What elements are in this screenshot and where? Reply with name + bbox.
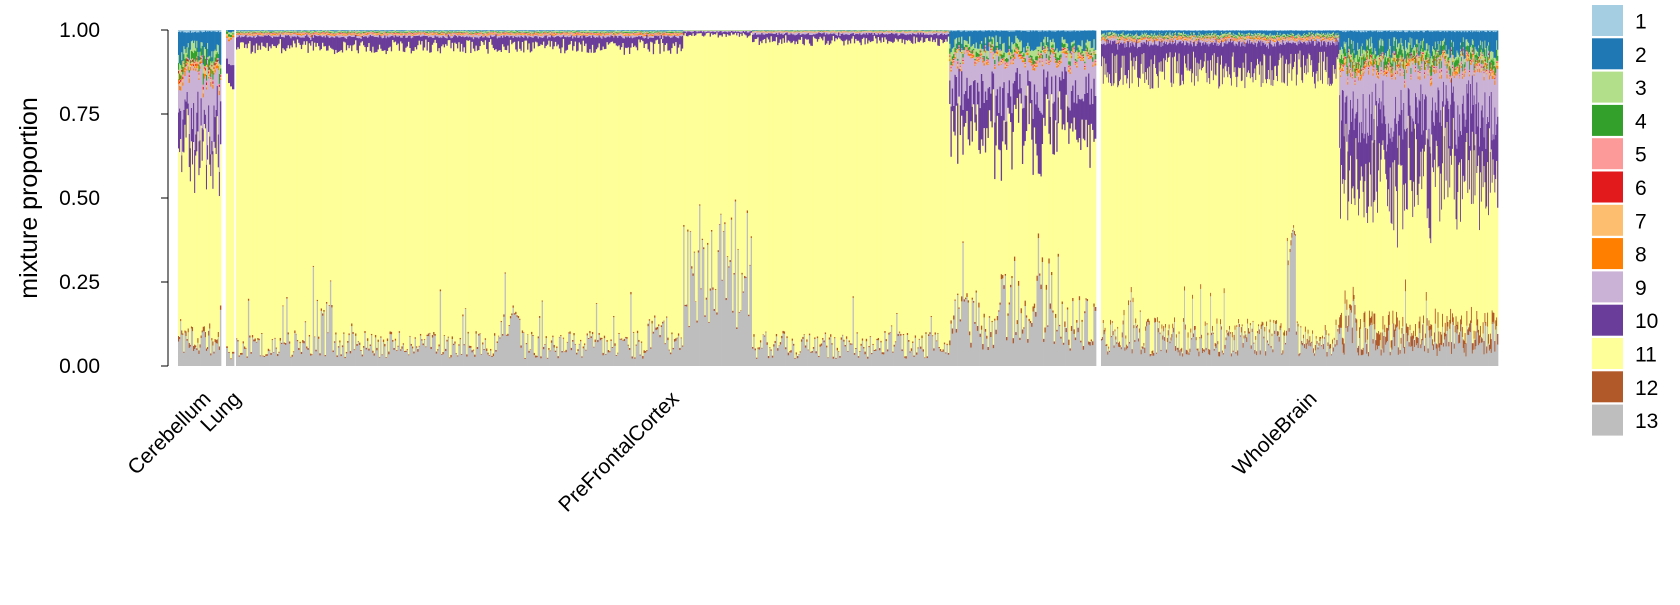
segment-cluster-13 bbox=[228, 353, 230, 366]
segment-cluster-7 bbox=[230, 37, 232, 38]
segment-cluster-12 bbox=[228, 352, 230, 353]
segment-cluster-12 bbox=[220, 305, 221, 309]
segment-cluster-3 bbox=[230, 32, 232, 35]
segment-cluster-13 bbox=[232, 354, 234, 366]
segment-cluster-5 bbox=[220, 74, 221, 75]
stacked-bars bbox=[178, 30, 1498, 366]
segment-cluster-10 bbox=[220, 101, 221, 144]
segment-cluster-4 bbox=[230, 35, 232, 37]
segment-cluster-9 bbox=[230, 40, 232, 66]
segment-cluster-8 bbox=[230, 38, 232, 39]
segment-cluster-11 bbox=[220, 144, 221, 305]
segment-cluster-6 bbox=[220, 75, 221, 77]
segment-cluster-8 bbox=[232, 35, 234, 37]
sample-bar bbox=[230, 30, 232, 366]
segment-cluster-9 bbox=[226, 38, 228, 59]
segment-cluster-8 bbox=[220, 78, 221, 80]
segment-cluster-7 bbox=[232, 34, 234, 35]
sample-bar bbox=[226, 30, 228, 366]
group-bars-prefrontalcortex bbox=[236, 30, 1096, 366]
segment-cluster-3 bbox=[226, 31, 228, 32]
segment-cluster-13 bbox=[226, 348, 228, 366]
segment-cluster-10 bbox=[228, 64, 230, 83]
group-bars-lung bbox=[226, 30, 234, 366]
segment-cluster-2 bbox=[228, 30, 230, 32]
segment-cluster-2 bbox=[232, 30, 234, 32]
segment-cluster-9 bbox=[228, 41, 230, 64]
segment-cluster-2 bbox=[230, 30, 232, 32]
segment-cluster-4 bbox=[226, 31, 228, 34]
segment-cluster-11 bbox=[230, 86, 232, 358]
segment-cluster-7 bbox=[228, 37, 230, 40]
segment-cluster-10 bbox=[226, 59, 228, 74]
segment-cluster-12 bbox=[226, 346, 228, 348]
segment-cluster-13 bbox=[230, 359, 232, 366]
segment-cluster-9 bbox=[220, 80, 221, 101]
segment-cluster-12 bbox=[232, 352, 234, 354]
segment-cluster-4 bbox=[232, 33, 234, 34]
segment-cluster-11 bbox=[228, 83, 230, 352]
segment-cluster-10 bbox=[232, 65, 234, 89]
sample-bar bbox=[228, 30, 230, 366]
segment-cluster-8 bbox=[228, 39, 230, 41]
segment-cluster-10 bbox=[230, 65, 232, 86]
group-bars-cerebellum bbox=[178, 30, 221, 366]
segment-cluster-4 bbox=[220, 68, 221, 74]
segment-cluster-9 bbox=[232, 37, 234, 65]
sample-bar bbox=[220, 30, 221, 366]
segment-cluster-2 bbox=[220, 32, 221, 65]
segment-cluster-13 bbox=[220, 310, 221, 366]
segment-cluster-11 bbox=[232, 89, 234, 351]
segment-cluster-3 bbox=[220, 65, 221, 69]
segment-cluster-8 bbox=[226, 36, 228, 37]
segment-cluster-3 bbox=[228, 32, 230, 34]
segment-cluster-4 bbox=[228, 34, 230, 37]
segment-cluster-3 bbox=[232, 32, 234, 34]
segment-cluster-7 bbox=[220, 77, 221, 79]
segment-cluster-7 bbox=[226, 34, 228, 36]
segment-cluster-11 bbox=[226, 74, 228, 347]
segment-cluster-12 bbox=[230, 359, 232, 360]
sample-bar bbox=[232, 30, 234, 366]
segment-cluster-2 bbox=[226, 30, 228, 31]
segment-cluster-1 bbox=[220, 30, 221, 32]
